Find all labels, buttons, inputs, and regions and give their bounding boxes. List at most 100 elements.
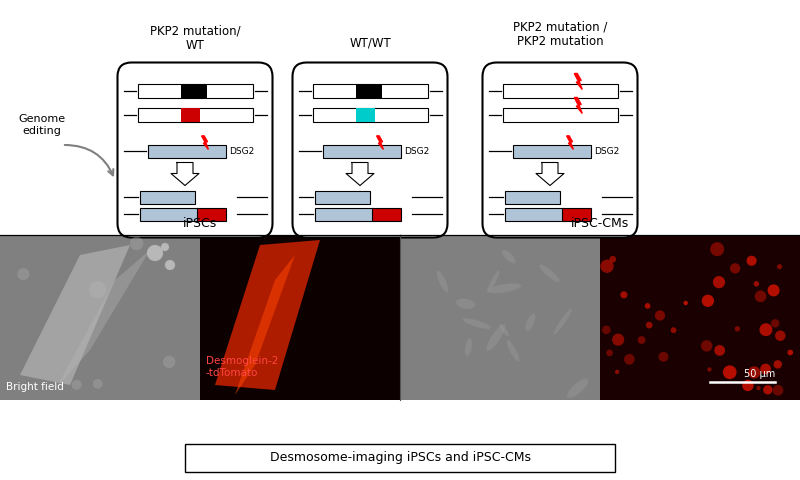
Bar [181, 84, 206, 97]
Ellipse shape [462, 318, 490, 329]
Bar [323, 144, 401, 157]
Polygon shape [346, 163, 374, 185]
Circle shape [754, 281, 759, 287]
Ellipse shape [456, 299, 475, 309]
Circle shape [777, 264, 782, 269]
Ellipse shape [526, 313, 535, 331]
Bar [313, 108, 427, 121]
Circle shape [787, 349, 793, 355]
Circle shape [615, 370, 619, 374]
Ellipse shape [539, 265, 559, 282]
Circle shape [748, 366, 760, 379]
FancyArrowPatch shape [65, 145, 114, 175]
Polygon shape [215, 240, 320, 390]
Circle shape [754, 290, 766, 302]
Text: 50 μm: 50 μm [744, 369, 775, 379]
Circle shape [767, 284, 779, 296]
Circle shape [775, 330, 786, 341]
Bar [139, 191, 194, 204]
Circle shape [620, 291, 627, 299]
Bar [372, 207, 401, 220]
Polygon shape [171, 163, 199, 185]
Text: Bright field: Bright field [6, 382, 64, 392]
Circle shape [771, 319, 779, 327]
Ellipse shape [554, 309, 572, 335]
Circle shape [646, 322, 653, 328]
Circle shape [147, 245, 163, 261]
Polygon shape [377, 136, 383, 149]
Circle shape [710, 242, 724, 256]
Bar [600, 235, 800, 400]
Bar [502, 84, 618, 97]
Circle shape [655, 310, 665, 321]
Circle shape [610, 256, 616, 263]
Ellipse shape [487, 283, 522, 293]
Bar [313, 84, 427, 97]
Circle shape [602, 325, 610, 334]
Circle shape [645, 303, 650, 309]
Bar [198, 207, 226, 220]
Circle shape [130, 237, 143, 250]
Polygon shape [574, 97, 582, 113]
Polygon shape [566, 136, 574, 149]
Text: Desmoglein-2
-tdTomato: Desmoglein-2 -tdTomato [206, 356, 278, 378]
FancyBboxPatch shape [118, 62, 273, 238]
Bar [400, 235, 600, 400]
Polygon shape [574, 73, 582, 89]
Bar [181, 108, 200, 121]
Text: iPSC-CMs: iPSC-CMs [571, 217, 629, 230]
Ellipse shape [486, 324, 506, 351]
Bar [356, 84, 382, 97]
Bar [138, 108, 253, 121]
Text: DSG2: DSG2 [229, 146, 254, 156]
Circle shape [658, 352, 669, 362]
Circle shape [774, 360, 782, 369]
Text: DSG2: DSG2 [404, 146, 430, 156]
Circle shape [683, 301, 688, 305]
Circle shape [72, 380, 82, 390]
Bar [314, 191, 370, 204]
Text: PKP2 mutation /
PKP2 mutation: PKP2 mutation / PKP2 mutation [513, 20, 607, 48]
Circle shape [757, 386, 761, 390]
Text: iPSCs: iPSCs [183, 217, 217, 230]
Text: Genome
editing: Genome editing [18, 114, 66, 136]
Ellipse shape [567, 379, 588, 398]
Circle shape [638, 336, 646, 344]
Polygon shape [235, 255, 295, 395]
Text: PKP2 mutation/
WT: PKP2 mutation/ WT [150, 24, 240, 52]
Bar [314, 207, 374, 220]
Ellipse shape [499, 324, 509, 336]
Circle shape [713, 276, 725, 288]
Text: WT/WT: WT/WT [349, 37, 391, 50]
Text: DSG2: DSG2 [594, 146, 619, 156]
Circle shape [759, 323, 772, 336]
Circle shape [742, 380, 754, 391]
Polygon shape [202, 136, 209, 149]
Bar [148, 144, 226, 157]
FancyBboxPatch shape [482, 62, 638, 238]
Circle shape [707, 367, 712, 372]
Circle shape [746, 256, 757, 266]
Polygon shape [55, 250, 150, 390]
Bar [185, 444, 615, 472]
Ellipse shape [487, 271, 499, 292]
Bar [502, 108, 618, 121]
Polygon shape [536, 163, 564, 185]
Bar [505, 191, 560, 204]
Circle shape [723, 365, 737, 379]
Bar [0, 235, 200, 400]
Ellipse shape [465, 338, 472, 356]
Circle shape [161, 243, 169, 251]
Circle shape [163, 356, 175, 368]
Ellipse shape [506, 340, 519, 361]
Ellipse shape [437, 271, 448, 292]
Circle shape [93, 379, 102, 389]
Bar [356, 108, 374, 121]
Circle shape [624, 354, 634, 365]
Circle shape [760, 363, 771, 374]
Text: Desmosome-imaging iPSCs and iPSC-CMs: Desmosome-imaging iPSCs and iPSC-CMs [270, 452, 530, 465]
Circle shape [763, 385, 773, 395]
Bar [505, 207, 563, 220]
FancyBboxPatch shape [293, 62, 447, 238]
Bar [139, 207, 198, 220]
